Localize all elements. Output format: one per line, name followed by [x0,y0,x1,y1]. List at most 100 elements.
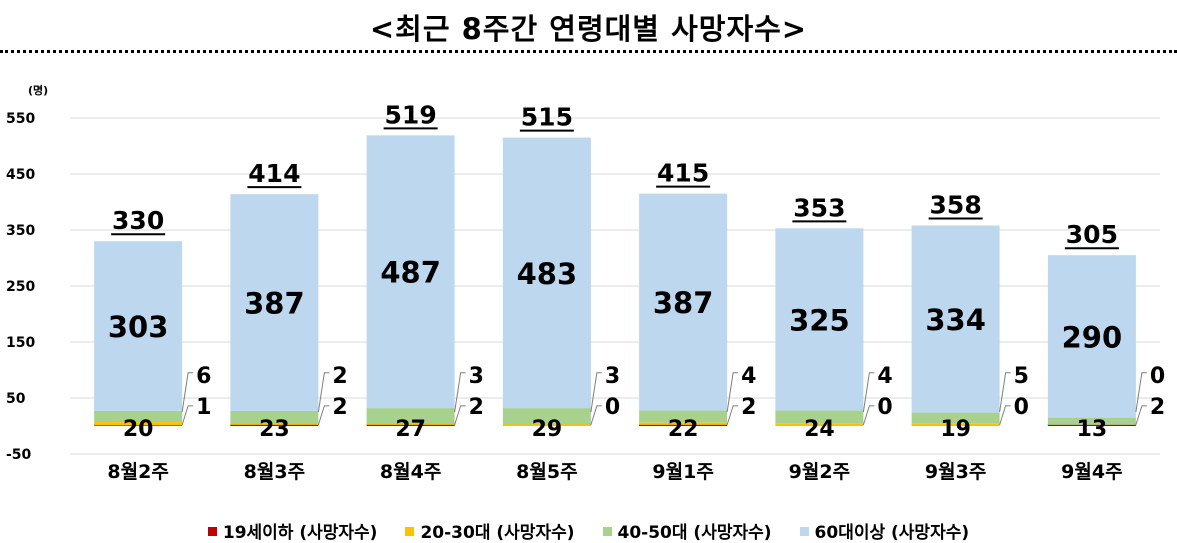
leader-line [454,372,466,413]
bar-segment [230,410,319,424]
data-label-40-50: 23 [259,417,290,442]
data-label-19-under: 0 [605,395,620,420]
leader-line [1135,405,1147,426]
data-label-40-50: 29 [532,417,563,442]
data-label-60plus: 325 [789,303,850,337]
legend-label: 60대이상 (사망자수) [814,523,970,543]
leader-line [999,405,1011,426]
bar-segment [366,408,455,424]
data-label-19-under: 2 [469,395,484,420]
bar-segment [1047,424,1136,426]
leader-line [181,372,194,413]
leader-line [590,405,602,426]
data-label-19-under: 2 [1150,395,1165,420]
x-tick-label: 9월1주 [652,461,713,483]
data-label-20-30: 0 [1150,364,1165,389]
data-label-19-under: 0 [1014,395,1029,420]
leader-line [1135,372,1147,413]
bar-segment [911,423,1000,426]
data-label-60plus: 483 [517,257,578,291]
chart-legend: 19세이하 (사망자수) 20-30대 (사망자수) 40-50대 (사망자수) 60… [0,518,1177,543]
y-tick-label: -50 [6,447,32,463]
leader-line [590,372,602,413]
data-label-40-50: 13 [1077,417,1108,442]
bar-segment [230,424,319,426]
leader-line [454,405,466,426]
data-label-20-30: 4 [741,364,756,389]
leader-line [181,405,194,426]
bar-segment [1047,255,1136,418]
legend-item: 60대이상 (사망자수) [799,518,970,543]
data-label-40-50: 19 [940,417,971,442]
bar-segment [639,193,728,411]
bar-segment [230,194,319,411]
total-label: 305 [1066,220,1118,249]
data-label-19-under: 1 [196,395,211,420]
legend-item: 20-30대 (사망자수) [405,518,575,543]
total-label: 519 [385,100,437,129]
legend-label: 19세이하 (사망자수) [222,523,378,543]
total-label: 515 [521,103,573,132]
bar-segment [366,424,455,426]
data-label-60plus: 487 [380,256,441,290]
bar-segment [775,423,864,426]
data-label-19-under: 2 [741,395,756,420]
data-label-40-50: 27 [395,417,426,442]
x-tick-label: 8월4주 [380,461,441,483]
bar-segment [911,225,1000,413]
data-label-20-30: 6 [196,364,211,389]
x-tick-label: 8월3주 [244,461,305,483]
data-label-20-30: 3 [469,364,484,389]
legend-swatch [602,527,612,536]
x-tick-label: 8월5주 [516,461,577,483]
data-label-20-30: 3 [605,364,620,389]
title-divider [0,50,1177,53]
data-label-20-30: 5 [1014,364,1029,389]
y-tick-label: 350 [6,223,35,239]
chart-title: <최근 8주간 연령대별 사망자수> [369,12,808,46]
legend-label: 20-30대 (사망자수) [420,523,575,543]
bar-segment [502,137,591,409]
bar-segment [94,410,183,423]
legend-label: 40-50대 (사망자수) [617,523,772,543]
data-label-60plus: 387 [653,286,714,320]
bar-segment [94,241,183,411]
y-tick-label: 450 [6,167,35,183]
x-tick-label: 9월4주 [1061,461,1122,483]
bar-segment [775,410,864,424]
bar-segment [94,422,183,426]
bar-segment [911,412,1000,424]
y-tick-label: 250 [6,279,35,295]
total-label: 415 [657,159,709,188]
bar-segment [639,410,728,423]
x-tick-label: 9월3주 [925,461,986,483]
y-tick-label: 150 [6,335,35,351]
leader-line [862,372,875,413]
total-label: 353 [793,193,845,222]
legend-item: 19세이하 (사망자수) [207,518,378,543]
x-tick-label: 9월2주 [789,461,850,483]
legend-item: 40-50대 (사망자수) [602,518,772,543]
data-label-19-under: 0 [877,395,892,420]
leader-line [999,372,1011,413]
data-label-60plus: 334 [925,303,986,337]
bar-segment [502,424,591,426]
y-unit-label: (명) [28,83,48,97]
legend-swatch [207,527,217,536]
stacked-bar-chart: -5050150250350450550(명)30320613308월2주387… [6,83,1165,483]
leader-line [726,405,739,426]
legend-swatch [405,527,415,536]
total-label: 330 [112,206,164,235]
leader-line [862,405,875,426]
data-label-20-30: 4 [877,364,892,389]
total-label: 414 [248,159,300,188]
bar-segment [366,135,455,409]
bar-segment [366,422,455,425]
leader-line [317,372,330,413]
data-label-40-50: 22 [668,417,699,442]
total-label: 358 [930,191,982,220]
data-label-20-30: 2 [332,364,347,389]
data-label-40-50: 20 [123,417,154,442]
y-tick-label: 550 [6,111,35,127]
bar-segment [639,422,728,425]
